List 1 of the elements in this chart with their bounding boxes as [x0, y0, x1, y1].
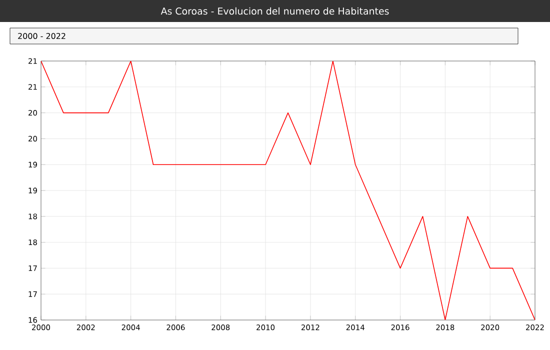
chart-title: As Coroas - Evolucion del numero de Habitantes	[160, 7, 389, 15]
